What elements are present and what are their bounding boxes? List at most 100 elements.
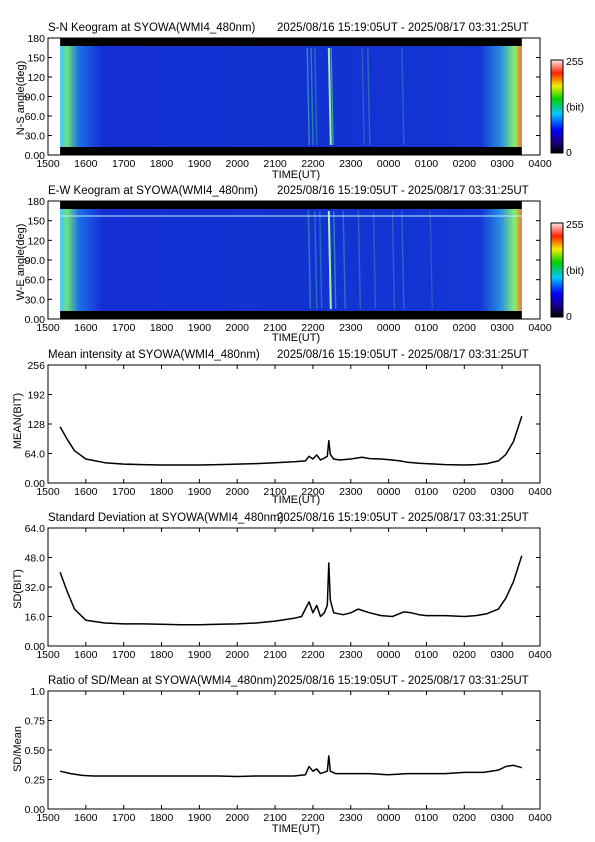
ew-keogram-x-tick-label: 0100 [415,322,439,334]
ew-keogram-x-label: TIME(UT) [272,332,320,344]
sn-keogram-y-tick-label: 150 [27,53,45,65]
mean-intensity-x-label: TIME(UT) [272,494,320,506]
sn-keogram-panel: S-N Keogram at SYOWA(WMI4_480nm) 2025/08… [15,22,584,181]
mean-intensity-x-tick-label: 1900 [188,486,212,498]
mean-intensity-x-tick-label: 2300 [339,486,363,498]
ew-keogram-y-tick-label: 60.0 [25,275,46,287]
sn-keogram-title: S-N Keogram at SYOWA(WMI4_480nm) [48,22,255,34]
ew-keogram-colorbar-scale [550,222,564,318]
sn-keogram-colorbar-scale [550,59,564,154]
standard-deviation-x-tick-label: 2200 [301,649,325,661]
ratio-sd-mean-x-label: TIME(UT) [272,823,320,835]
sn-keogram-x-tick-label: 0300 [490,158,514,170]
sn-keogram-y-tick-label: 180 [27,33,45,45]
standard-deviation-y-tick-label: 64.0 [25,523,46,535]
ratio-sd-mean-frame [47,690,541,810]
standard-deviation-x-tick-label: 0400 [528,649,552,661]
standard-deviation-y-tick-label: 0.00 [25,641,46,653]
ew-keogram-x-tick-label: 2000 [226,322,250,334]
mean-intensity-y-tick-label: 64.0 [25,449,46,461]
ew-keogram-x-tick-label: 2200 [301,322,325,334]
ew-keogram-time-range: 2025/08/16 15:19:05UT - 2025/08/17 03:31… [277,185,529,197]
ew-keogram-colorbar: 255 (bit) 0 [550,219,584,323]
sn-keogram-streak [361,47,365,146]
standard-deviation-title: Standard Deviation at SYOWA(WMI4_480nm) [48,512,284,524]
ew-keogram-title: E-W Keogram at SYOWA(WMI4_480nm) [48,185,258,197]
sn-keogram-colorbar-label: 0 [566,147,572,159]
sn-keogram-time-range: 2025/08/16 15:19:05UT - 2025/08/17 03:31… [277,22,529,34]
mean-intensity-panel: Mean intensity at SYOWA(WMI4_480nm) 2025… [12,349,552,506]
standard-deviation-x-tick-label: 1700 [112,649,136,661]
ratio-sd-mean-panel: Ratio of SD/Mean at SYOWA(WMI4_480nm) 20… [12,675,552,835]
ew-keogram-x-tick-label: 0400 [528,322,552,334]
sn-keogram-streak [367,47,371,146]
standard-deviation-x-tick-label: 1800 [150,649,174,661]
ratio-sd-mean-x-tick-label: 2200 [301,812,325,824]
sn-keogram-x-tick-label: 2300 [339,158,363,170]
ew-keogram-streak [372,210,377,310]
ew-keogram-streak [401,210,405,310]
mean-intensity-x-tick-label: 0400 [528,486,552,498]
standard-deviation-y-tick-label: 48.0 [25,553,46,565]
ew-keogram-y-tick-label: 30.0 [25,294,46,306]
standard-deviation-panel: Standard Deviation at SYOWA(WMI4_480nm) … [12,512,552,661]
ew-keogram-y-tick-label: 150 [27,216,45,228]
sn-keogram-colorbar-label: (bit) [566,102,584,114]
mean-intensity-y-tick-label: 192 [27,390,45,402]
ratio-sd-mean-plot-area: 0.00 0.25 0.50 0.75 1.0 1500 1600 1700 1800 1900 2… [25,686,552,824]
ratio-sd-mean-x-tick-label: 0100 [415,812,439,824]
mean-intensity-time-range: 2025/08/16 15:19:05UT - 2025/08/17 03:31… [277,349,529,361]
sn-keogram-y-label: N-S angle(deg) [15,61,27,136]
sn-keogram-streak [327,47,332,146]
ew-keogram-image [60,209,522,311]
ew-keogram-x-tick-label: 2300 [339,322,363,334]
sn-keogram-x-tick-label: 2000 [226,158,250,170]
ew-keogram-plot-area: 0.00 30.0 60.0 90.0 120 150 180 1500 1600 1700 180… [25,196,552,334]
mean-intensity-x-tick-label: 2000 [226,486,250,498]
ew-keogram-top-band [60,201,522,209]
sn-keogram-top-band [60,38,522,46]
ew-keogram-streak [327,210,332,310]
ratio-sd-mean-x-tick-label: 2300 [339,812,363,824]
sn-keogram-x-tick-label: 1900 [188,158,212,170]
mean-intensity-x-tick-label: 1600 [74,486,98,498]
ew-keogram-x-tick-label: 1700 [112,322,136,334]
standard-deviation-x-tick-label: 0100 [415,649,439,661]
ew-keogram-x-tick-label: 0200 [453,322,477,334]
sn-keogram-streak [401,47,405,146]
sn-keogram-streak [314,47,318,146]
standard-deviation-x-tick-label: 0300 [490,649,514,661]
ew-keogram-y-tick-label: 180 [27,196,45,208]
sn-keogram-colorbar-label: 255 [566,56,584,68]
ratio-sd-mean-title: Ratio of SD/Mean at SYOWA(WMI4_480nm) [48,675,277,687]
ew-keogram-x-tick-label: 2100 [263,322,287,334]
mean-intensity-y-tick-label: 0.00 [25,478,46,490]
standard-deviation-y-tick-label: 32.0 [25,582,46,594]
mean-intensity-plot-area: 0.00 64.0 128 192 256 1500 1600 1700 1800 1900 200… [25,360,552,498]
sn-keogram-streak [330,47,334,146]
ew-keogram-x-tick-label: 1600 [74,322,98,334]
ew-keogram-streak [314,210,318,310]
sn-keogram-x-tick-label: 0200 [453,158,477,170]
sn-keogram-x-tick-label: 1600 [74,158,98,170]
ew-keogram-colorbar-label: 255 [566,219,584,231]
mean-intensity-series-line [59,415,523,466]
ew-keogram-panel: E-W Keogram at SYOWA(WMI4_480nm) 2025/08… [15,185,584,344]
ew-keogram-streak [429,210,433,310]
ew-keogram-x-tick-label: 1800 [150,322,174,334]
ratio-sd-mean-x-tick-label: 1700 [112,812,136,824]
ratio-sd-mean-y-tick-label: 0.25 [25,775,46,787]
sn-keogram-x-tick-label: 1800 [150,158,174,170]
ew-keogram-x-tick-label: 0300 [490,322,514,334]
standard-deviation-series-line [59,555,523,626]
ratio-sd-mean-series-line [59,755,523,778]
sn-keogram-y-tick-label: 60.0 [25,111,46,123]
sn-keogram-x-tick-label: 2200 [301,158,325,170]
sn-keogram-plot-area: 0.00 30.0 60.0 90.0 120 150 180 1500 1600 1700 180… [25,33,552,170]
mean-intensity-x-tick-label: 0200 [453,486,477,498]
mean-intensity-y-label: MEAN(BIT) [12,393,24,449]
mean-intensity-x-tick-label: 1500 [36,486,60,498]
ew-keogram-x-tick-label: 1900 [188,322,212,334]
standard-deviation-x-tick-label: 2300 [339,649,363,661]
